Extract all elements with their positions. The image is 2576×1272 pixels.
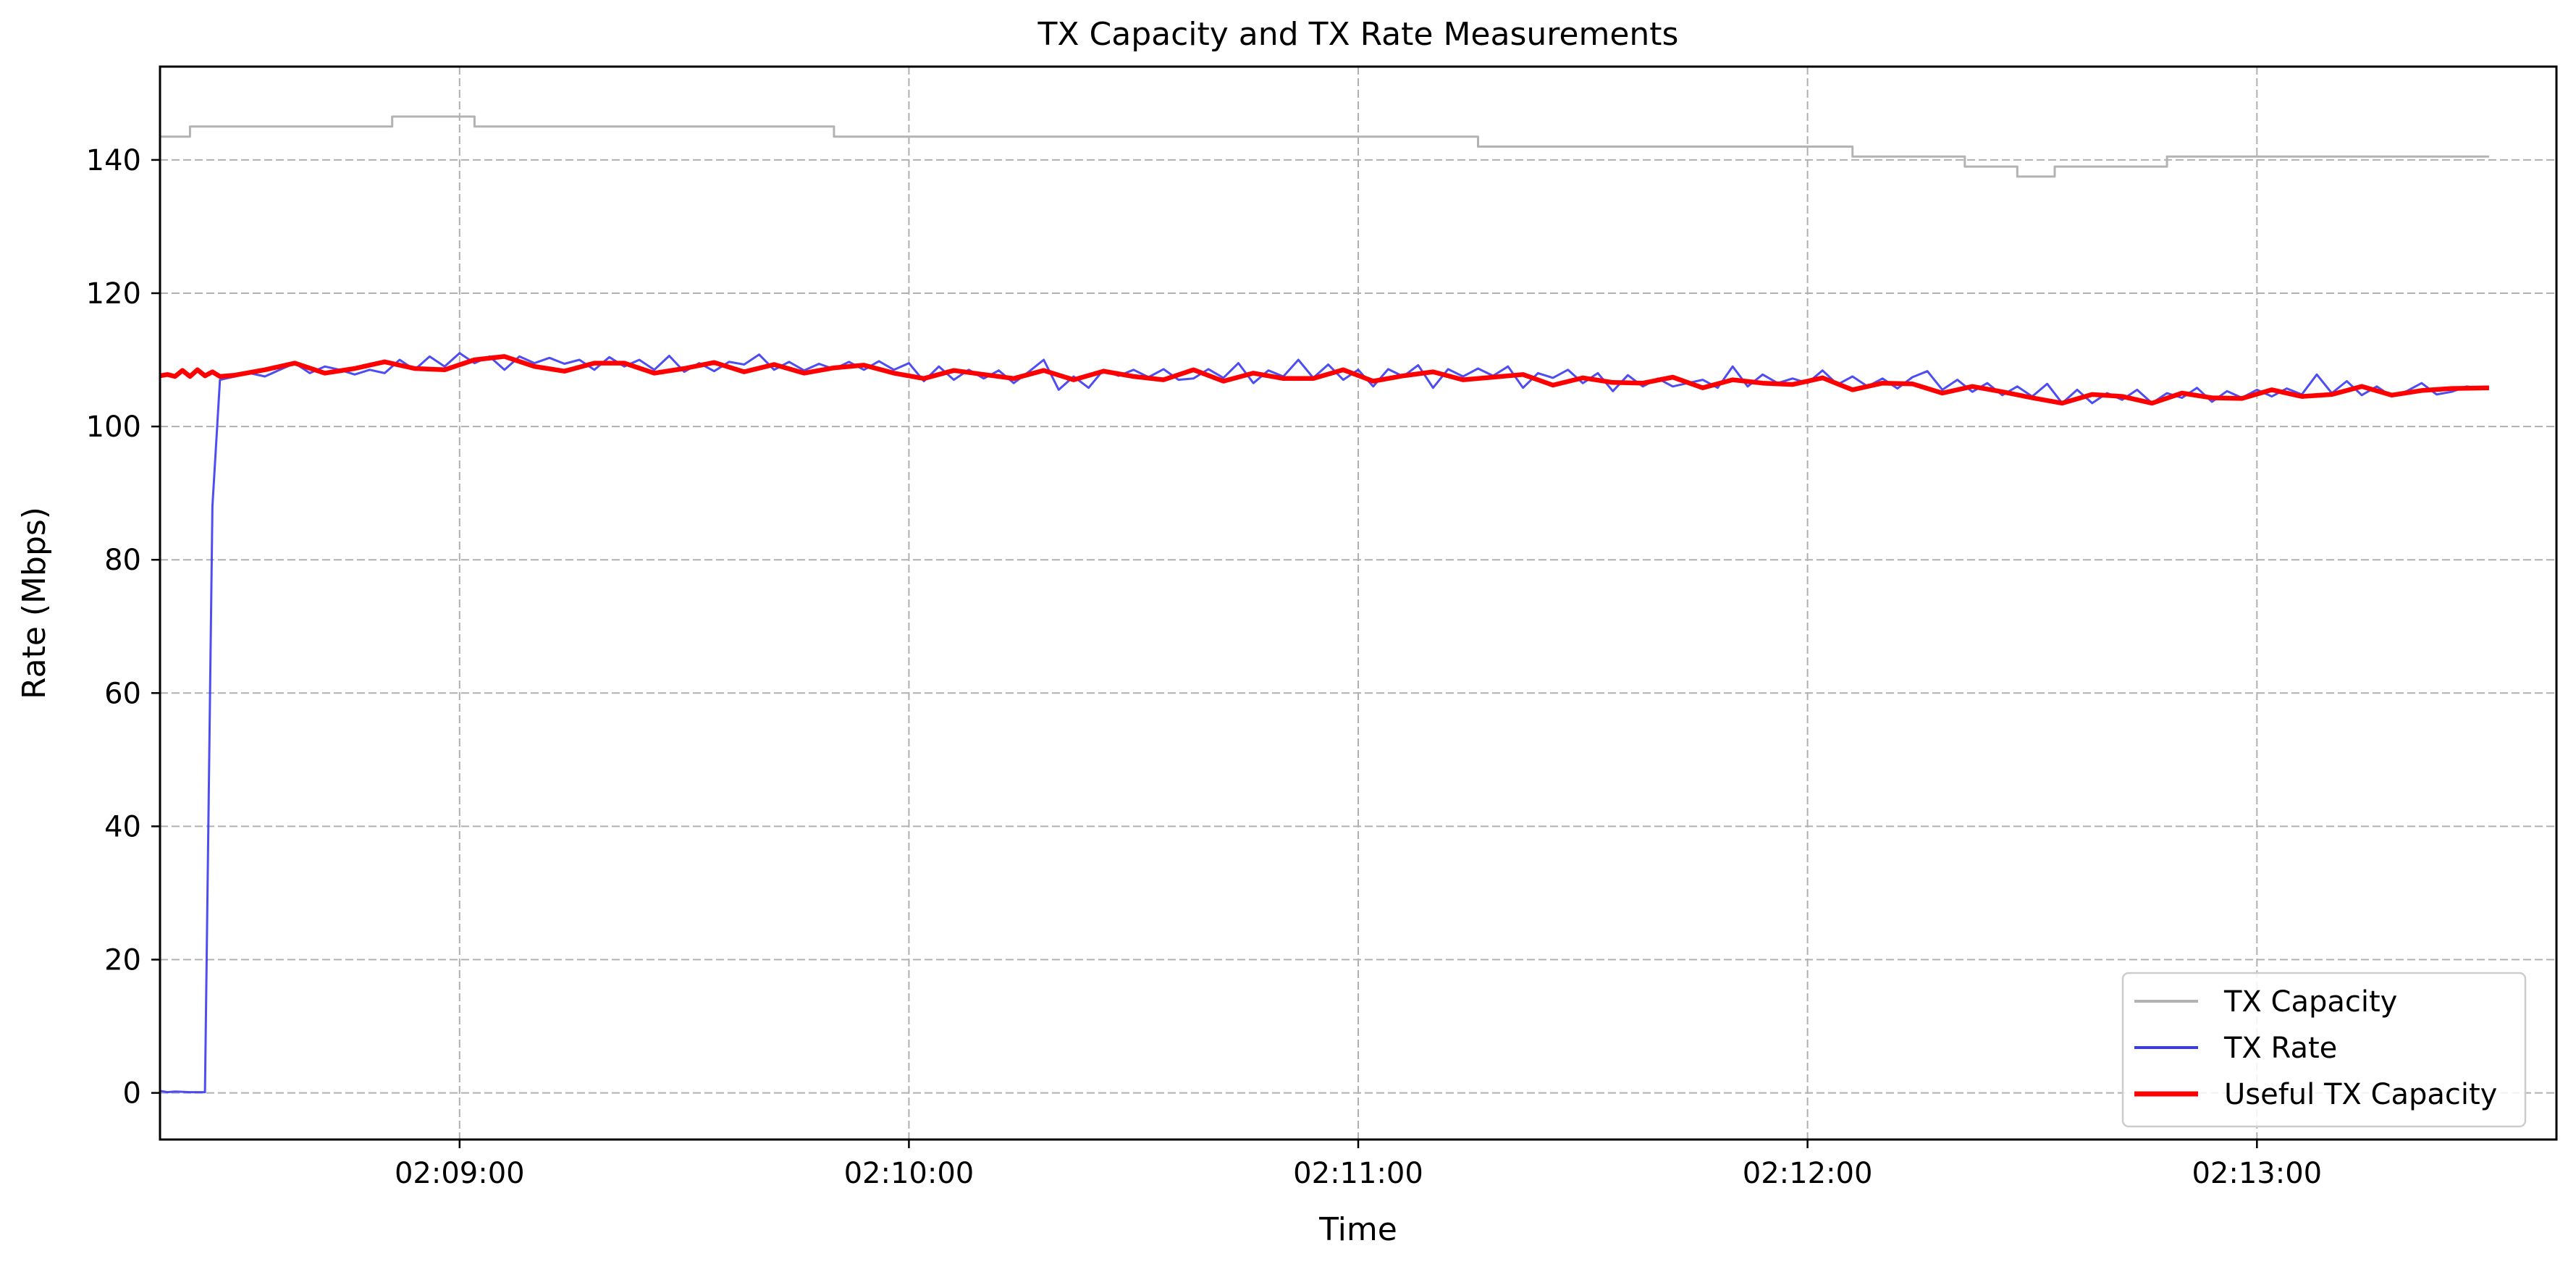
- y-tick-label: 20: [104, 944, 141, 977]
- legend-box: [2121, 972, 2527, 1128]
- y-tick-label: 80: [104, 544, 141, 577]
- x-tick-label: 02:13:00: [2192, 1157, 2322, 1190]
- y-tick-label: 0: [123, 1077, 141, 1111]
- y-tick-label: 40: [104, 810, 141, 843]
- legend-label-tx-rate: TX Rate: [2223, 1032, 2337, 1065]
- plot-series: [159, 115, 2490, 1094]
- y-axis: 0 20 40 60 80 100 120 140: [86, 144, 160, 1111]
- x-axis: 02:09:00 02:10:00 02:11:00 02:12:00 02:13:00: [395, 1140, 2322, 1190]
- x-tick-label: 02:12:00: [1743, 1157, 1873, 1190]
- legend-label-useful-tx-capacity: Useful TX Capacity: [2224, 1078, 2497, 1111]
- y-tick-label: 60: [104, 677, 141, 710]
- chart-title: TX Capacity and TX Rate Measurements: [1037, 16, 1679, 53]
- legend-label-tx-capacity: TX Capacity: [2223, 985, 2397, 1019]
- y-tick-label: 100: [86, 410, 141, 444]
- series-tx-capacity: [160, 115, 2489, 178]
- legend: TX Capacity TX Rate Useful TX Capacity: [2121, 972, 2527, 1128]
- x-axis-label: Time: [1318, 1211, 1397, 1248]
- x-tick-label: 02:10:00: [844, 1157, 975, 1190]
- y-tick-label: 120: [86, 277, 141, 311]
- x-tick-label: 02:09:00: [395, 1157, 525, 1190]
- y-tick-label: 140: [86, 144, 141, 177]
- grid-lines: [160, 67, 2556, 1140]
- x-tick-label: 02:11:00: [1293, 1157, 1423, 1190]
- y-axis-label: Rate (Mbps): [16, 507, 53, 699]
- series-useful-tx-capacity: [159, 354, 2489, 406]
